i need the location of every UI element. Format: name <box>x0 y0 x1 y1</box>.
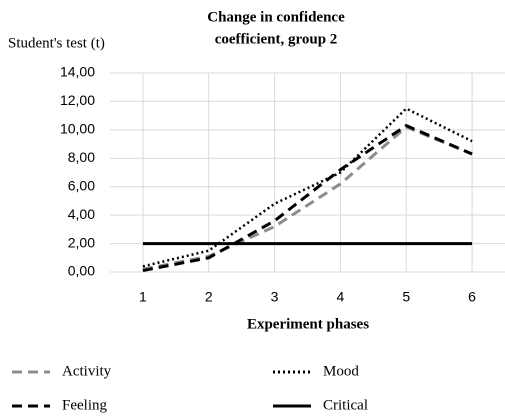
series-line <box>142 107 473 268</box>
x-tick-label: 3 <box>271 289 279 305</box>
y-tick-label: 12,00 <box>60 92 95 108</box>
x-tick-label: 6 <box>468 289 476 305</box>
x-tick-label: 2 <box>205 289 213 305</box>
y-tick-label: 2,00 <box>68 234 95 250</box>
y-tick-label: 10,00 <box>60 121 95 137</box>
chart-title-line: coefficient, group 2 <box>215 31 338 47</box>
series-line <box>142 125 473 271</box>
y-tick-label: 14,00 <box>60 64 95 80</box>
legend-label: Activity <box>62 363 112 379</box>
y-tick-label: 0,00 <box>68 263 95 279</box>
y-tick-label: 4,00 <box>68 206 95 222</box>
legend-label: Critical <box>323 397 368 413</box>
x-tick-label: 5 <box>402 289 410 305</box>
x-tick-label: 1 <box>139 289 147 305</box>
y-tick-label: 8,00 <box>68 149 95 165</box>
y-tick-label: 6,00 <box>68 177 95 193</box>
series-line <box>142 123 473 273</box>
chart-title-line: Change in confidence <box>207 9 345 25</box>
x-tick-label: 4 <box>337 289 345 305</box>
legend-label: Mood <box>323 363 359 379</box>
y-axis-label: Student's test (t) <box>8 35 105 51</box>
x-axis-label: Experiment phases <box>247 316 369 332</box>
legend-label: Feeling <box>62 397 107 413</box>
